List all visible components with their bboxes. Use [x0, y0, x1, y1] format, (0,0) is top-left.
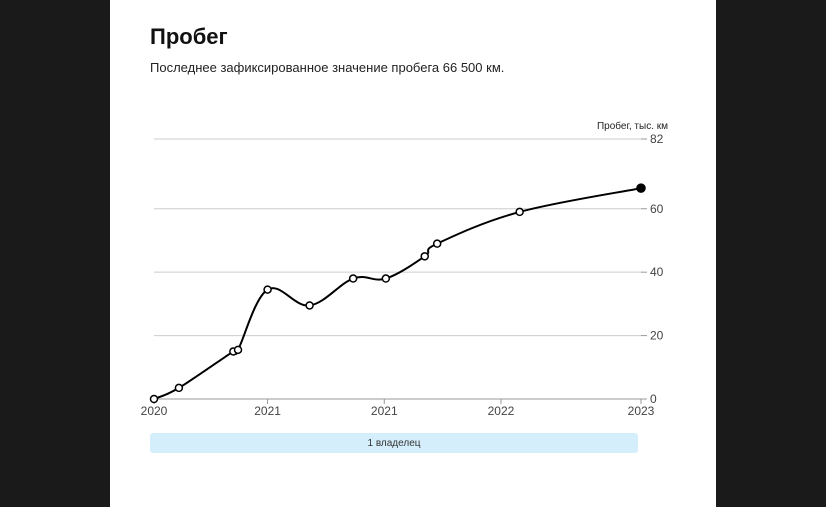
- y-tick-label: 0: [650, 392, 657, 406]
- data-point[interactable]: [348, 274, 358, 283]
- data-point[interactable]: [149, 394, 159, 404]
- y-axis-title: Пробег, тыс. км: [597, 120, 668, 132]
- owner-period-bar: 1 владелец: [150, 433, 638, 453]
- page-title: Пробег: [150, 24, 228, 49]
- x-tick-label: 2023: [628, 404, 655, 418]
- data-point[interactable]: [174, 383, 184, 393]
- data-point[interactable]: [420, 252, 429, 261]
- x-tick-label: 2021: [371, 404, 398, 418]
- x-tick-label: 2021: [254, 404, 281, 418]
- page-subtitle: Последнее зафиксированное значение пробе…: [150, 60, 505, 75]
- data-point[interactable]: [305, 301, 314, 310]
- data-point[interactable]: [432, 239, 442, 248]
- y-tick-label: 82: [650, 132, 664, 146]
- y-tick-label: 60: [650, 202, 664, 216]
- x-tick-label: 2020: [141, 404, 168, 418]
- data-point[interactable]: [381, 274, 391, 283]
- mileage-chart: 0 20 40 60 82 2020 2021 2021 2022 2023 Пробег, ты…: [141, 120, 668, 418]
- owner-label: 1 владелец: [367, 437, 421, 449]
- latest-data-point[interactable]: [636, 183, 646, 193]
- data-point[interactable]: [233, 345, 243, 355]
- data-point[interactable]: [515, 207, 524, 217]
- x-tick-label: 2022: [488, 404, 515, 418]
- y-tick-label: 20: [650, 329, 664, 343]
- y-tick-label: 40: [650, 265, 664, 279]
- data-point[interactable]: [263, 285, 272, 294]
- mileage-panel: Пробег Последнее зафиксированное значени…: [110, 0, 716, 507]
- mileage-series-line: [153, 187, 642, 400]
